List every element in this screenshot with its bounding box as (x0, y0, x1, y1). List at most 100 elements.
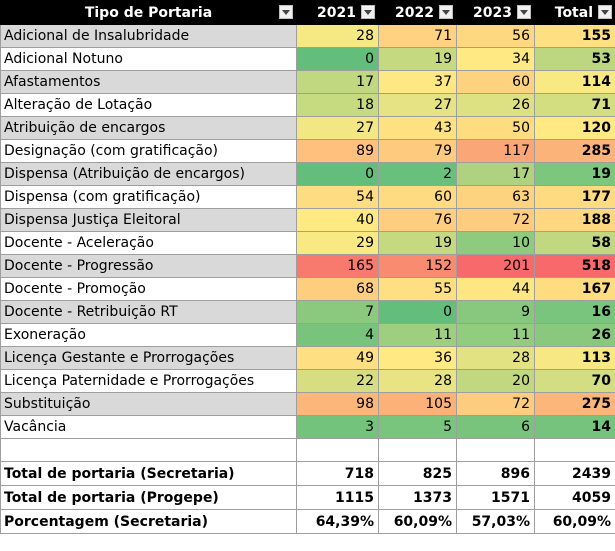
row-label-cell[interactable]: Adicional Notuno (0, 47, 297, 71)
value-2023-cell[interactable]: 44 (456, 277, 535, 301)
value-2022-cell[interactable]: 76 (378, 208, 457, 232)
total-cell[interactable]: 167 (534, 277, 615, 301)
summary-total-cell[interactable]: 4059 (534, 485, 615, 510)
value-2021-cell[interactable]: 89 (296, 139, 379, 163)
row-label-cell[interactable]: Docente - Aceleração (0, 231, 297, 255)
total-cell[interactable]: 53 (534, 47, 615, 71)
value-2022-cell[interactable]: 19 (378, 231, 457, 255)
row-label-cell[interactable]: Dispensa Justiça Eleitoral (0, 208, 297, 232)
row-label-cell[interactable]: Docente - Promoção (0, 277, 297, 301)
value-2022-cell[interactable]: 11 (378, 323, 457, 347)
value-2022-cell[interactable]: 0 (378, 300, 457, 324)
blank-cell[interactable] (0, 438, 297, 462)
value-2023-cell[interactable]: 50 (456, 116, 535, 140)
summary-total-cell[interactable]: 60,09% (534, 509, 615, 534)
total-cell[interactable]: 113 (534, 346, 615, 370)
value-2021-cell[interactable]: 54 (296, 185, 379, 209)
value-2022-cell[interactable]: 152 (378, 254, 457, 278)
value-2021-cell[interactable]: 22 (296, 369, 379, 393)
value-2022-cell[interactable]: 37 (378, 70, 457, 94)
summary-2023-cell[interactable]: 57,03% (456, 509, 535, 534)
value-2021-cell[interactable]: 29 (296, 231, 379, 255)
value-2021-cell[interactable]: 18 (296, 93, 379, 117)
value-2023-cell[interactable]: 17 (456, 162, 535, 186)
summary-2021-cell[interactable]: 64,39% (296, 509, 379, 534)
value-2021-cell[interactable]: 49 (296, 346, 379, 370)
row-label-cell[interactable]: Designação (com gratificação) (0, 139, 297, 163)
row-label-cell[interactable]: Licença Gestante e Prorrogações (0, 346, 297, 370)
value-2023-cell[interactable]: 72 (456, 208, 535, 232)
value-2023-cell[interactable]: 6 (456, 415, 535, 439)
value-2021-cell[interactable]: 165 (296, 254, 379, 278)
value-2022-cell[interactable]: 43 (378, 116, 457, 140)
blank-cell[interactable] (456, 438, 535, 462)
row-label-cell[interactable]: Substituição (0, 392, 297, 416)
total-cell[interactable]: 19 (534, 162, 615, 186)
summary-total-cell[interactable]: 2439 (534, 461, 615, 486)
row-label-cell[interactable]: Dispensa (com gratificação) (0, 185, 297, 209)
summary-label-cell[interactable]: Total de portaria (Progepe) (0, 485, 297, 510)
total-cell[interactable]: 26 (534, 323, 615, 347)
value-2021-cell[interactable]: 98 (296, 392, 379, 416)
total-cell[interactable]: 120 (534, 116, 615, 140)
filter-dropdown-button[interactable] (361, 5, 375, 19)
value-2023-cell[interactable]: 60 (456, 70, 535, 94)
summary-2021-cell[interactable]: 1115 (296, 485, 379, 510)
summary-label-cell[interactable]: Porcentagem (Secretaria) (0, 509, 297, 534)
blank-cell[interactable] (378, 438, 457, 462)
total-cell[interactable]: 285 (534, 139, 615, 163)
value-2022-cell[interactable]: 79 (378, 139, 457, 163)
filter-dropdown-button[interactable] (279, 5, 293, 19)
value-2022-cell[interactable]: 28 (378, 369, 457, 393)
total-cell[interactable]: 16 (534, 300, 615, 324)
row-label-cell[interactable]: Docente - Retribuição RT (0, 300, 297, 324)
value-2022-cell[interactable]: 60 (378, 185, 457, 209)
value-2021-cell[interactable]: 40 (296, 208, 379, 232)
row-label-cell[interactable]: Dispensa (Atribuição de encargos) (0, 162, 297, 186)
summary-2023-cell[interactable]: 1571 (456, 485, 535, 510)
value-2022-cell[interactable]: 19 (378, 47, 457, 71)
row-label-cell[interactable]: Exoneração (0, 323, 297, 347)
value-2021-cell[interactable]: 0 (296, 47, 379, 71)
value-2021-cell[interactable]: 0 (296, 162, 379, 186)
value-2023-cell[interactable]: 56 (456, 24, 535, 48)
blank-cell[interactable] (534, 438, 615, 462)
filter-dropdown-button[interactable] (598, 5, 612, 19)
summary-label-cell[interactable]: Total de portaria (Secretaria) (0, 461, 297, 486)
summary-2022-cell[interactable]: 60,09% (378, 509, 457, 534)
total-cell[interactable]: 58 (534, 231, 615, 255)
value-2023-cell[interactable]: 63 (456, 185, 535, 209)
value-2022-cell[interactable]: 36 (378, 346, 457, 370)
total-cell[interactable]: 177 (534, 185, 615, 209)
value-2023-cell[interactable]: 20 (456, 369, 535, 393)
value-2023-cell[interactable]: 201 (456, 254, 535, 278)
value-2021-cell[interactable]: 17 (296, 70, 379, 94)
summary-2021-cell[interactable]: 718 (296, 461, 379, 486)
total-cell[interactable]: 188 (534, 208, 615, 232)
value-2022-cell[interactable]: 55 (378, 277, 457, 301)
value-2022-cell[interactable]: 105 (378, 392, 457, 416)
row-label-cell[interactable]: Afastamentos (0, 70, 297, 94)
summary-2022-cell[interactable]: 825 (378, 461, 457, 486)
row-label-cell[interactable]: Adicional de Insalubridade (0, 24, 297, 48)
value-2023-cell[interactable]: 9 (456, 300, 535, 324)
value-2021-cell[interactable]: 4 (296, 323, 379, 347)
value-2023-cell[interactable]: 28 (456, 346, 535, 370)
value-2021-cell[interactable]: 27 (296, 116, 379, 140)
value-2022-cell[interactable]: 2 (378, 162, 457, 186)
value-2023-cell[interactable]: 72 (456, 392, 535, 416)
row-label-cell[interactable]: Docente - Progressão (0, 254, 297, 278)
value-2022-cell[interactable]: 71 (378, 24, 457, 48)
total-cell[interactable]: 14 (534, 415, 615, 439)
filter-dropdown-button[interactable] (517, 5, 531, 19)
value-2021-cell[interactable]: 7 (296, 300, 379, 324)
row-label-cell[interactable]: Vacância (0, 415, 297, 439)
total-cell[interactable]: 114 (534, 70, 615, 94)
row-label-cell[interactable]: Alteração de Lotação (0, 93, 297, 117)
value-2021-cell[interactable]: 3 (296, 415, 379, 439)
value-2023-cell[interactable]: 10 (456, 231, 535, 255)
value-2022-cell[interactable]: 5 (378, 415, 457, 439)
value-2021-cell[interactable]: 28 (296, 24, 379, 48)
blank-cell[interactable] (296, 438, 379, 462)
value-2021-cell[interactable]: 68 (296, 277, 379, 301)
